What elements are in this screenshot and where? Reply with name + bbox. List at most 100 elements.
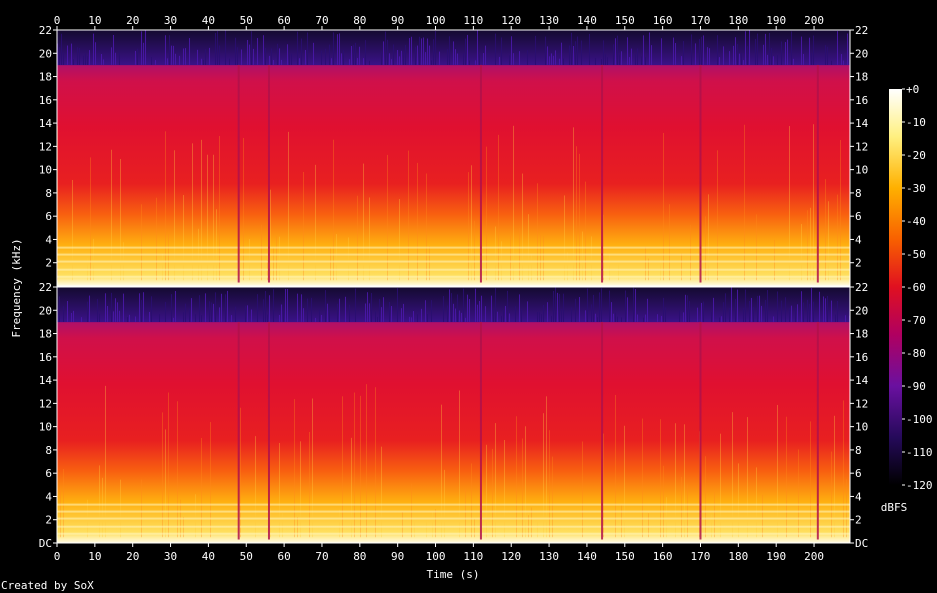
x-tick-label-top: 30 [164, 14, 177, 27]
noise-streak [767, 290, 768, 322]
noise-streak [803, 53, 804, 65]
texture-streak [660, 419, 661, 538]
noise-streak [615, 312, 616, 322]
noise-streak [837, 31, 838, 65]
noise-streak [301, 294, 302, 322]
texture-streak [210, 422, 211, 538]
channel-panel-left [56, 29, 851, 287]
noise-streak [383, 41, 384, 65]
noise-streak [321, 314, 322, 322]
texture-streak [369, 197, 370, 281]
noise-streak [819, 291, 820, 322]
noise-streak [683, 312, 684, 322]
x-tick-label-top: 150 [615, 14, 635, 27]
noise-streak [411, 36, 412, 65]
noise-streak [165, 301, 166, 322]
x-tick-label-top: 170 [691, 14, 711, 27]
noise-streak [191, 298, 192, 322]
texture-streak [375, 387, 376, 538]
texture-streak [141, 479, 142, 538]
noise-streak [553, 55, 554, 65]
noise-streak [729, 307, 730, 322]
x-tick-label-top: 70 [315, 14, 328, 27]
noise-streak [263, 35, 264, 65]
noise-streak [367, 292, 368, 322]
noise-streak [329, 44, 330, 65]
texture-streak [525, 426, 526, 538]
texture-streak [717, 150, 718, 281]
texture-streak [435, 509, 436, 538]
noise-streak [755, 38, 756, 65]
noise-streak [673, 37, 674, 65]
x-tick-label-top: 50 [240, 14, 253, 27]
noise-streak [245, 305, 246, 322]
texture-streak [603, 433, 604, 538]
y-tick-label-left: 2 [45, 514, 52, 527]
texture-streak [201, 139, 202, 281]
noise-streak [389, 53, 390, 65]
noise-streak [175, 53, 176, 65]
noise-streak [79, 47, 80, 65]
noise-streak [151, 296, 152, 322]
noise-streak [771, 48, 772, 65]
noise-streak [365, 303, 366, 322]
noise-streak [547, 46, 548, 65]
noise-streak [507, 290, 508, 322]
texture-streak [486, 146, 487, 281]
texture-streak [312, 398, 313, 538]
noise-streak [569, 45, 570, 65]
x-tick-label-bottom: 140 [577, 550, 597, 563]
y-tick-label-left: 16 [39, 351, 52, 364]
noise-streak [151, 57, 152, 65]
noise-streak [345, 296, 346, 322]
noise-streak [485, 306, 486, 322]
noise-streak [333, 32, 334, 65]
noise-streak [401, 50, 402, 65]
noise-streak [469, 299, 470, 322]
noise-streak [627, 297, 628, 322]
noise-streak [399, 56, 400, 65]
harmonic-band [57, 268, 850, 271]
noise-streak [459, 310, 460, 322]
texture-streak [336, 234, 337, 281]
noise-streak [231, 315, 232, 322]
noise-streak [699, 39, 700, 65]
y-tick-label-left: 2 [45, 257, 52, 270]
noise-streak [679, 310, 680, 322]
noise-streak [467, 34, 468, 65]
noise-streak [337, 34, 338, 65]
texture-streak [546, 396, 547, 538]
x-tick-label-top: 130 [539, 14, 559, 27]
texture-streak [756, 467, 757, 538]
noise-streak [543, 305, 544, 322]
dropout-line [601, 321, 604, 540]
noise-streak [485, 45, 486, 65]
texture-streak [111, 149, 112, 281]
noise-streak [469, 60, 470, 65]
noise-streak [401, 308, 402, 322]
noise-streak [311, 297, 312, 322]
noise-streak [749, 30, 750, 65]
noise-streak [411, 317, 412, 322]
harmonic-band [57, 525, 850, 528]
noise-streak [561, 42, 562, 65]
noise-streak [475, 60, 476, 65]
noise-streak [713, 297, 714, 322]
noise-streak [519, 294, 520, 322]
noise-streak [457, 294, 458, 322]
texture-streak [93, 238, 94, 281]
noise-streak [545, 36, 546, 65]
noise-streak [325, 48, 326, 65]
noise-streak [511, 36, 512, 65]
noise-streak [703, 301, 704, 322]
noise-streak [631, 48, 632, 65]
x-tick-label-bottom: 0 [54, 550, 61, 563]
noise-streak [809, 37, 810, 65]
noise-streak [765, 33, 766, 65]
noise-streak [719, 317, 720, 322]
noise-streak [115, 52, 116, 65]
noise-streak [185, 303, 186, 322]
texture-streak [417, 162, 418, 281]
noise-streak [355, 42, 356, 65]
texture-streak [162, 412, 163, 538]
